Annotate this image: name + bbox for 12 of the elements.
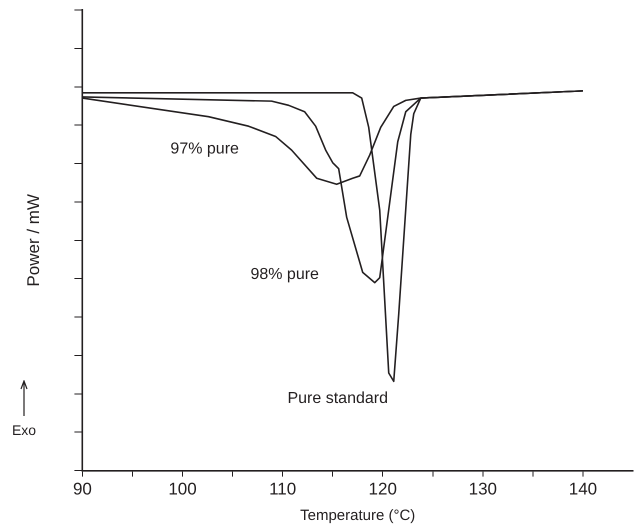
- series-label: Pure standard: [287, 390, 388, 407]
- x-tick-label: 120: [368, 479, 397, 498]
- text: 98% pure: [250, 266, 320, 284]
- series-label: 97% pure: [170, 140, 240, 158]
- x-axis-title: Temperature (°C): [300, 507, 416, 524]
- y-axis-title: Power / mW: [24, 194, 43, 287]
- x-tick-label: 130: [468, 479, 498, 498]
- x-tick-label: 100: [168, 479, 197, 498]
- x-tick-label: 110: [269, 479, 296, 498]
- text: Exo: [10, 422, 38, 438]
- x-tick-label: 90: [72, 479, 92, 498]
- x-tick-label: 140: [568, 479, 598, 498]
